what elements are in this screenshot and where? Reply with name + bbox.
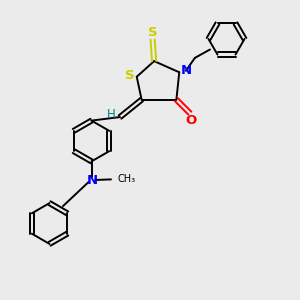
Text: S: S <box>125 69 135 82</box>
Text: S: S <box>148 26 158 39</box>
Text: H: H <box>107 108 116 121</box>
Text: O: O <box>186 114 197 127</box>
Text: N: N <box>180 64 191 77</box>
Text: N: N <box>86 173 98 187</box>
Text: CH₃: CH₃ <box>118 174 136 184</box>
